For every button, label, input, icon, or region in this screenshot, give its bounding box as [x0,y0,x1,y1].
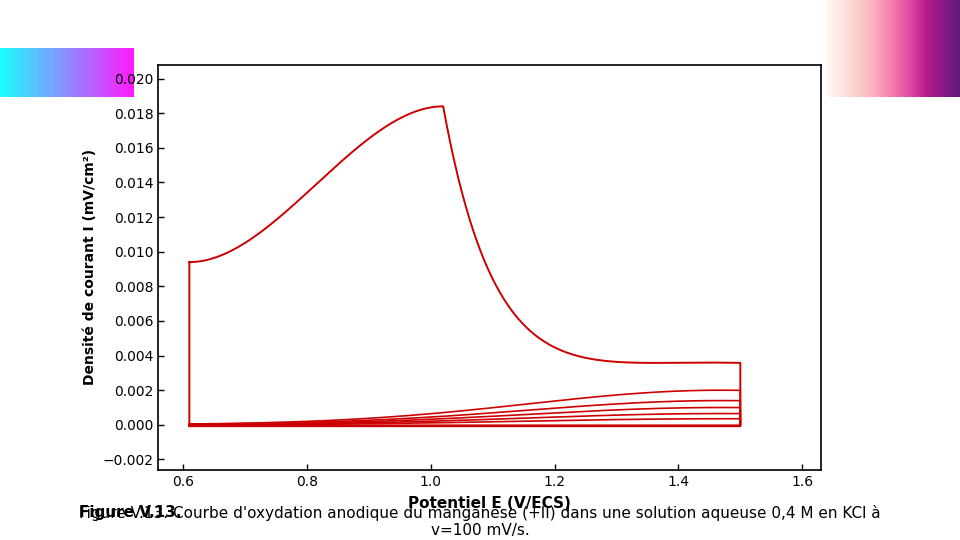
Y-axis label: Densité de courant I (mV/cm²): Densité de courant I (mV/cm²) [83,149,97,386]
X-axis label: Potentiel E (V/ECS): Potentiel E (V/ECS) [408,496,571,511]
Text: Figure V.13.: Figure V.13. [0,539,1,540]
Text: Figure V.13.: Figure V.13. [79,505,181,520]
Text: Figure V.13. Courbe d'oxydation anodique du manganèse (+II) dans une solution aq: Figure V.13. Courbe d'oxydation anodique… [79,505,881,521]
Text: v=100 mV/s.: v=100 mV/s. [431,523,529,538]
Text: Figure V.13. Courbe d'oxydation anodique du manganèse (+II) dans une solution aq: Figure V.13. Courbe d'oxydation anodique… [0,539,1,540]
